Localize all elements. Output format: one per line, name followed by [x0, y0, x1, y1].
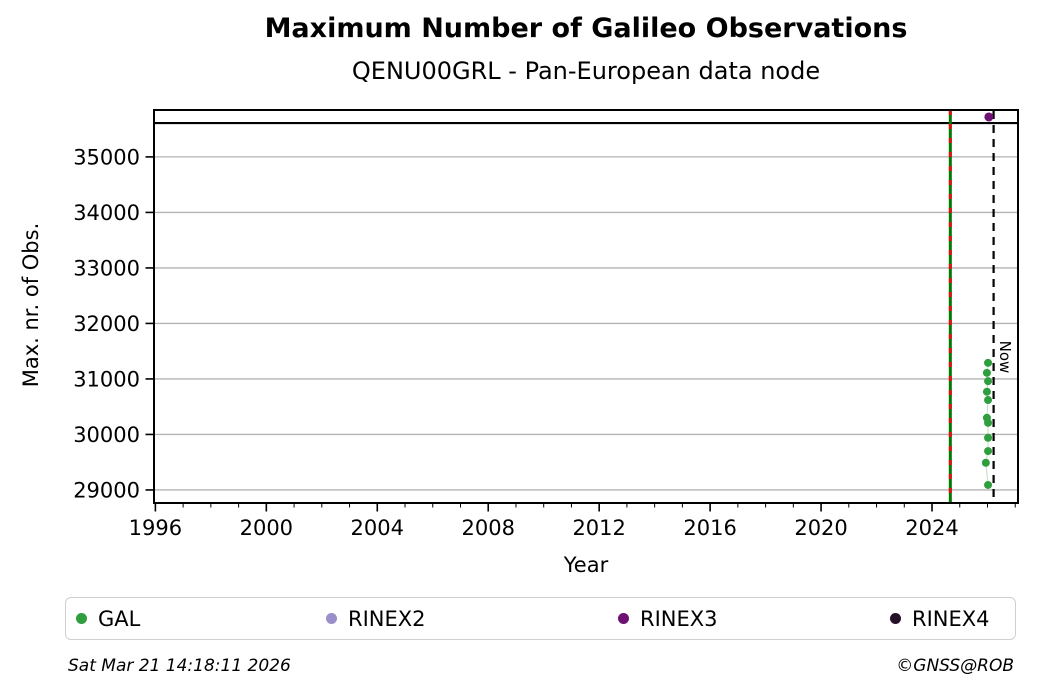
plot-border	[153, 109, 1019, 504]
rinex4-marker-icon	[890, 613, 901, 624]
y-tick-label: 32000	[73, 312, 140, 336]
point-gal	[984, 447, 993, 456]
legend-item-rinex3: RINEX3	[618, 598, 718, 639]
x-tick-label: 1996	[129, 516, 182, 540]
x-tick-label: 2000	[240, 516, 293, 540]
point-gal	[984, 377, 993, 386]
y-axis-label: Max. nr. of Obs.	[19, 222, 43, 388]
legend-item-rinex4: RINEX4	[890, 598, 990, 639]
y-tick-label: 30000	[73, 423, 140, 447]
legend-label-rinex4: RINEX4	[912, 606, 990, 631]
point-rinex3	[984, 112, 994, 122]
point-gal	[984, 433, 993, 442]
gal-marker-icon	[76, 613, 87, 624]
timestamp: Sat Mar 21 14:18:11 2026	[68, 656, 291, 676]
chart-subtitle: QENU00GRL - Pan-European data node	[351, 57, 821, 85]
point-gal	[984, 396, 993, 405]
x-tick-label: 2012	[572, 516, 625, 540]
x-tick-label: 2016	[683, 516, 736, 540]
y-tick-label: 35000	[73, 145, 140, 169]
rinex3-marker-icon	[618, 613, 629, 624]
legend-item-gal: GAL	[76, 598, 140, 639]
legend-label-gal: GAL	[98, 606, 141, 631]
legend-label-rinex3: RINEX3	[640, 606, 718, 631]
point-gal	[984, 480, 993, 489]
now-annotation: Now	[996, 340, 1014, 374]
y-tick-label: 33000	[73, 256, 140, 280]
y-tick-label: 34000	[73, 201, 140, 225]
legend: GAL RINEX2 RINEX3 RINEX4	[65, 597, 1016, 640]
point-gal	[984, 358, 993, 367]
legend-item-rinex2: RINEX2	[326, 598, 426, 639]
copyright: ©GNSS@ROB	[896, 656, 1014, 676]
y-tick-label: 29000	[73, 478, 140, 502]
point-gal	[981, 458, 990, 467]
x-tick-label: 2004	[351, 516, 404, 540]
point-gal	[984, 418, 993, 427]
x-tick-label: 2020	[794, 516, 847, 540]
point-gal	[982, 387, 991, 396]
chart-title: Maximum Number of Galileo Observations	[264, 13, 908, 44]
x-tick-label: 2024	[905, 516, 958, 540]
y-tick-label: 31000	[73, 367, 140, 391]
x-axis-label: Year	[563, 553, 609, 577]
x-tick-label: 2008	[462, 516, 515, 540]
rinex2-marker-icon	[326, 613, 337, 624]
legend-label-rinex2: RINEX2	[348, 606, 426, 631]
point-gal	[982, 368, 991, 377]
